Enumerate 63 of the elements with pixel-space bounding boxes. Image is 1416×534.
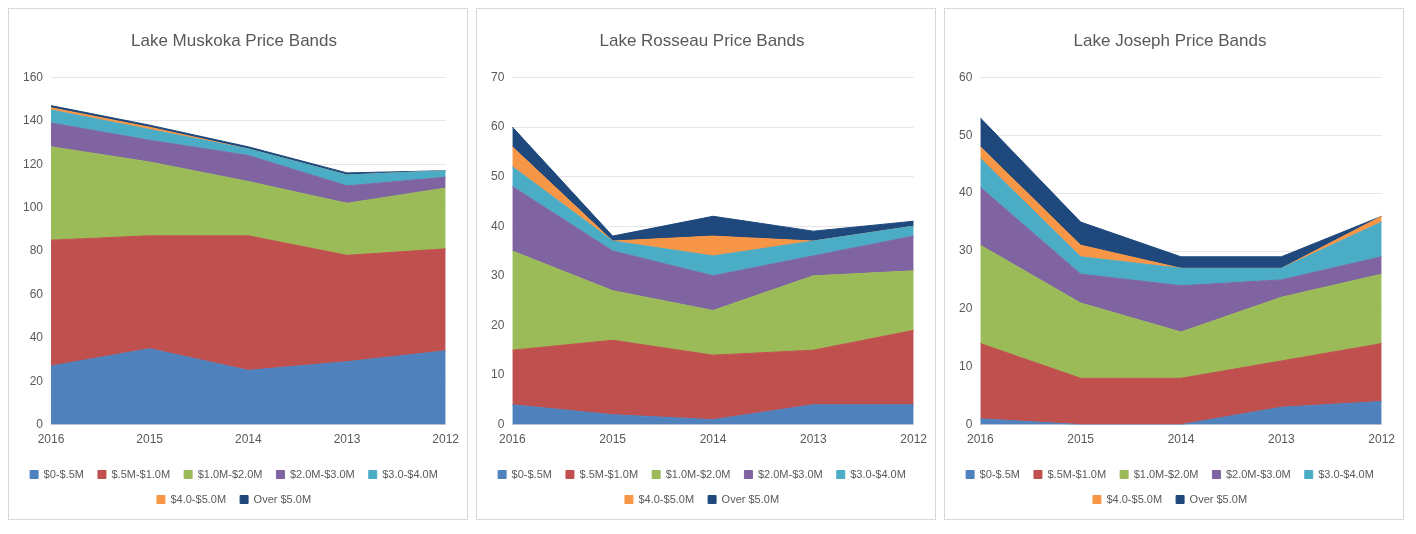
chart-title: Lake Muskoka Price Bands — [131, 30, 337, 50]
y-tick-label: 160 — [22, 69, 44, 84]
x-tick-label: 2013 — [799, 432, 827, 447]
legend-label: $.5M-$1.0M — [111, 467, 171, 480]
y-tick-label: 20 — [29, 373, 44, 388]
legend-label: $1.0M-$2.0M — [665, 467, 731, 480]
y-tick-label: 20 — [958, 301, 973, 316]
legend-label: $4.0-$5.0M — [1106, 492, 1163, 505]
y-tick-label: 30 — [490, 268, 505, 283]
y-tick-label: 50 — [958, 127, 973, 142]
y-tick-label: 40 — [29, 330, 44, 345]
y-tick-label: 20 — [490, 317, 505, 332]
x-tick-label: 2016 — [37, 432, 65, 447]
y-tick-label: 0 — [965, 416, 973, 431]
legend-label: $2.0M-$3.0M — [289, 467, 355, 480]
y-tick-label: 70 — [490, 69, 505, 84]
y-tick-label: 80 — [29, 243, 44, 258]
legend-label: $0-$.5M — [43, 467, 84, 480]
y-tick-label: 40 — [490, 218, 505, 233]
legend-label: $1.0M-$2.0M — [197, 467, 263, 480]
legend-label: $0-$.5M — [979, 467, 1020, 480]
legend-label: $4.0-$5.0M — [638, 492, 695, 505]
legend-label: $.5M-$1.0M — [579, 467, 639, 480]
y-tick-label: 0 — [497, 416, 505, 431]
legend-label: Over $5.0M — [253, 492, 312, 505]
y-tick-label: 100 — [22, 199, 44, 214]
legend-label: $2.0M-$3.0M — [757, 467, 823, 480]
x-tick-label: 2013 — [1267, 432, 1295, 447]
legend-label: $.5M-$1.0M — [1047, 467, 1107, 480]
y-tick-label: 120 — [22, 156, 44, 171]
y-tick-label: 50 — [490, 168, 505, 183]
y-tick-label: 140 — [22, 113, 44, 128]
legend-label: Over $5.0M — [1189, 492, 1248, 505]
x-tick-label: 2012 — [432, 432, 460, 447]
y-tick-label: 0 — [36, 416, 44, 431]
y-tick-label: 30 — [958, 243, 973, 258]
x-tick-label: 2014 — [699, 432, 727, 447]
x-tick-label: 2014 — [234, 432, 263, 447]
legend-label: $4.0-$5.0M — [170, 492, 227, 505]
y-tick-label: 40 — [958, 185, 973, 200]
x-tick-label: 2016 — [499, 432, 527, 447]
x-tick-label: 2014 — [1167, 432, 1195, 447]
x-tick-label: 2016 — [967, 432, 995, 447]
legend-label: $0-$.5M — [511, 467, 552, 480]
legend-label: $2.0M-$3.0M — [1225, 467, 1291, 480]
y-tick-label: 60 — [490, 119, 505, 134]
x-tick-label: 2015 — [599, 432, 627, 447]
y-tick-label: 60 — [29, 286, 44, 301]
legend-label: $3.0-$4.0M — [382, 467, 438, 480]
x-tick-label: 2012 — [1368, 432, 1396, 447]
chart-title: Lake Rosseau Price Bands — [599, 30, 805, 50]
x-tick-label: 2013 — [333, 432, 361, 447]
y-tick-label: 10 — [490, 367, 505, 382]
x-tick-label: 2015 — [1067, 432, 1095, 447]
y-tick-label: 60 — [958, 69, 973, 84]
legend-label: $3.0-$4.0M — [1318, 467, 1374, 480]
legend-label: Over $5.0M — [721, 492, 780, 505]
x-tick-label: 2015 — [136, 432, 164, 447]
legend-label: $1.0M-$2.0M — [1133, 467, 1199, 480]
chart-title: Lake Joseph Price Bands — [1073, 30, 1267, 50]
legend-label: $3.0-$4.0M — [850, 467, 906, 480]
y-tick-label: 10 — [958, 359, 973, 374]
x-tick-label: 2012 — [900, 432, 928, 447]
